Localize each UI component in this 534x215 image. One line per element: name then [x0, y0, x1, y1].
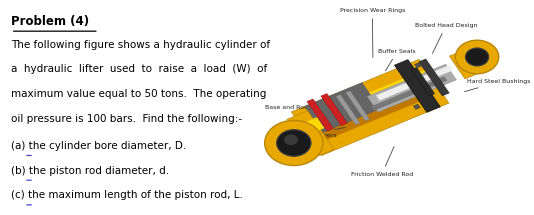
Text: Precision Wear Rings: Precision Wear Rings: [340, 8, 405, 57]
Text: Heavy Duty Wipers: Heavy Duty Wipers: [276, 127, 345, 138]
Circle shape: [456, 40, 499, 74]
Circle shape: [466, 48, 489, 66]
Polygon shape: [307, 67, 439, 131]
Polygon shape: [296, 117, 324, 137]
Text: Bolted Head Design: Bolted Head Design: [414, 23, 477, 53]
Polygon shape: [292, 59, 449, 156]
Polygon shape: [450, 50, 480, 79]
Text: maximum value equal to 50 tons.  The operating: maximum value equal to 50 tons. The oper…: [11, 89, 266, 99]
Text: Base and Rod End Cushions: Base and Rod End Cushions: [265, 105, 352, 114]
Polygon shape: [371, 76, 447, 111]
Polygon shape: [376, 65, 453, 101]
Circle shape: [277, 130, 311, 156]
Polygon shape: [302, 85, 433, 147]
Polygon shape: [345, 91, 370, 121]
Text: The following figure shows a hydraulic cylinder of: The following figure shows a hydraulic c…: [11, 40, 270, 50]
Text: (b) the piston rod diameter, d.: (b) the piston rod diameter, d.: [11, 166, 169, 176]
Text: Hard Steel Bushings: Hard Steel Bushings: [465, 79, 531, 92]
Text: (a) the cylinder bore diameter, D.: (a) the cylinder bore diameter, D.: [11, 141, 186, 151]
Polygon shape: [414, 63, 421, 68]
Polygon shape: [336, 95, 360, 125]
Polygon shape: [305, 83, 380, 132]
Text: a  hydraulic  lifter  used  to  raise  a  load  (W)  of: a hydraulic lifter used to raise a load …: [11, 64, 267, 75]
Polygon shape: [411, 68, 435, 96]
Circle shape: [265, 120, 323, 166]
Polygon shape: [367, 64, 457, 112]
Polygon shape: [395, 60, 441, 112]
Text: Problem (4): Problem (4): [11, 15, 89, 28]
Polygon shape: [305, 83, 380, 132]
Polygon shape: [419, 59, 449, 96]
Text: Buffer Seals: Buffer Seals: [379, 49, 416, 71]
Polygon shape: [307, 99, 333, 131]
Text: oil pressure is 100 bars.  Find the following:-: oil pressure is 100 bars. Find the follo…: [11, 114, 242, 124]
Polygon shape: [287, 111, 334, 158]
Polygon shape: [321, 94, 347, 126]
Text: Friction Welded Rod: Friction Welded Rod: [351, 147, 413, 177]
Polygon shape: [413, 104, 420, 109]
Text: (c) the maximum length of the piston rod, L.: (c) the maximum length of the piston rod…: [11, 190, 242, 200]
Circle shape: [284, 134, 298, 145]
